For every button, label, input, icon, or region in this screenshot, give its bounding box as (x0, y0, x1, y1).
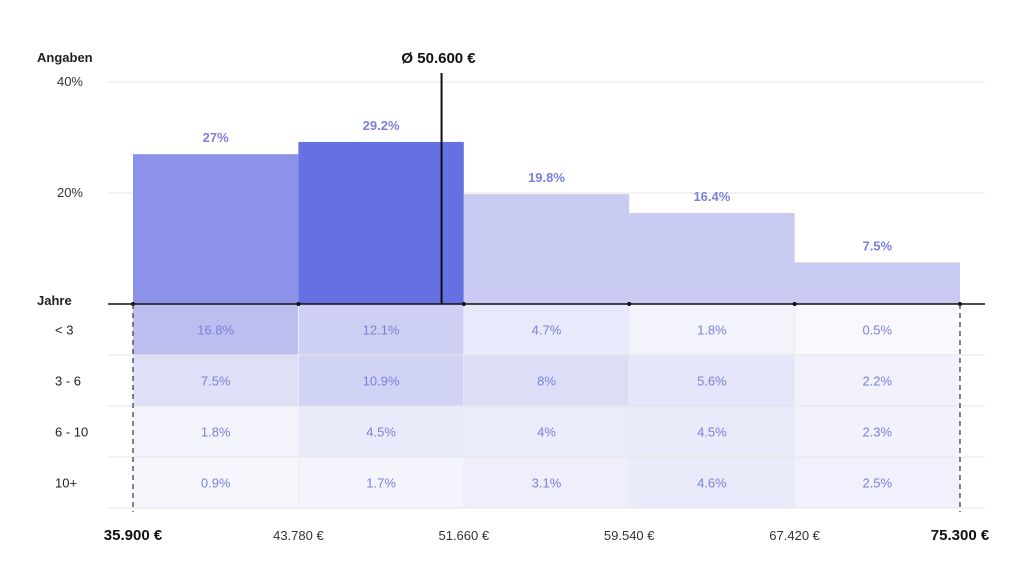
table-cell (463, 355, 630, 406)
bar (133, 154, 299, 304)
table-cell-label: 1.7% (366, 476, 396, 491)
table-cell (133, 304, 299, 355)
table-cell-label: 12.1% (363, 323, 400, 338)
table-cell (463, 406, 630, 457)
table-cell-label: 5.6% (697, 374, 727, 389)
x-tick-label: 43.780 € (273, 528, 324, 543)
bar-value-label: 27% (203, 130, 229, 145)
table-cell (794, 457, 960, 508)
axis-tick-dot (792, 302, 797, 306)
table-cell-label: 4% (537, 425, 556, 440)
table-row-label: 10+ (55, 476, 77, 491)
table-title: Jahre (37, 293, 72, 308)
table-cell (133, 406, 299, 457)
table-cell (298, 406, 464, 457)
table-cell-label: 2.5% (862, 476, 892, 491)
table-cell (629, 457, 795, 508)
axis-tick-dot (296, 302, 301, 306)
table-cell (794, 355, 960, 406)
y-tick-label: 20% (57, 185, 83, 200)
table-cell-label: 0.5% (862, 323, 892, 338)
table-cell (629, 304, 795, 355)
table-cell-label: 4.7% (532, 323, 562, 338)
x-tick-label: 35.900 € (104, 527, 163, 544)
axis-tick-dot (461, 302, 466, 306)
x-tick-label: 75.300 € (931, 527, 990, 544)
bar-value-label: 16.4% (693, 189, 730, 204)
x-tick-label: 51.660 € (438, 528, 489, 543)
y-tick-label: 40% (57, 74, 83, 89)
y-axis-title: Angaben (37, 50, 93, 65)
table-cell-label: 1.8% (201, 425, 231, 440)
table-cell-label: 4.5% (366, 425, 396, 440)
table-cell (133, 457, 299, 508)
table-cell-label: 4.6% (697, 476, 727, 491)
table-cell (463, 304, 630, 355)
x-tick-label: 59.540 € (604, 528, 655, 543)
table-cell (794, 406, 960, 457)
bar (298, 141, 464, 304)
bar (629, 212, 795, 304)
table-cell-label: 4.5% (697, 425, 727, 440)
table-cell-label: 3.1% (532, 476, 562, 491)
average-label: Ø 50.600 € (401, 50, 476, 67)
table-cell-label: 8% (537, 374, 556, 389)
bar (463, 194, 630, 304)
table-cell (463, 457, 630, 508)
axis-tick-dot (627, 302, 632, 306)
table-cell-label: 16.8% (197, 323, 234, 338)
table-cell (298, 304, 464, 355)
table-row-label: 6 - 10 (55, 425, 88, 440)
bar-value-label: 7.5% (862, 238, 892, 253)
table-cell (629, 355, 795, 406)
table-cell-label: 2.2% (862, 374, 892, 389)
table-cell-label: 7.5% (201, 374, 231, 389)
table-cell-label: 1.8% (697, 323, 727, 338)
bar-value-label: 19.8% (528, 170, 565, 185)
table-cell (629, 406, 795, 457)
bar (794, 262, 960, 304)
table-cell (298, 355, 464, 406)
table-cell-label: 0.9% (201, 476, 231, 491)
table-cell (794, 304, 960, 355)
table-cell-label: 10.9% (363, 374, 400, 389)
x-tick-label: 67.420 € (769, 528, 820, 543)
bar-value-label: 29.2% (363, 118, 400, 133)
table-cell (298, 457, 464, 508)
table-row-label: < 3 (55, 323, 73, 338)
table-cell (133, 355, 299, 406)
table-row-label: 3 - 6 (55, 374, 81, 389)
table-cell-label: 2.3% (862, 425, 892, 440)
